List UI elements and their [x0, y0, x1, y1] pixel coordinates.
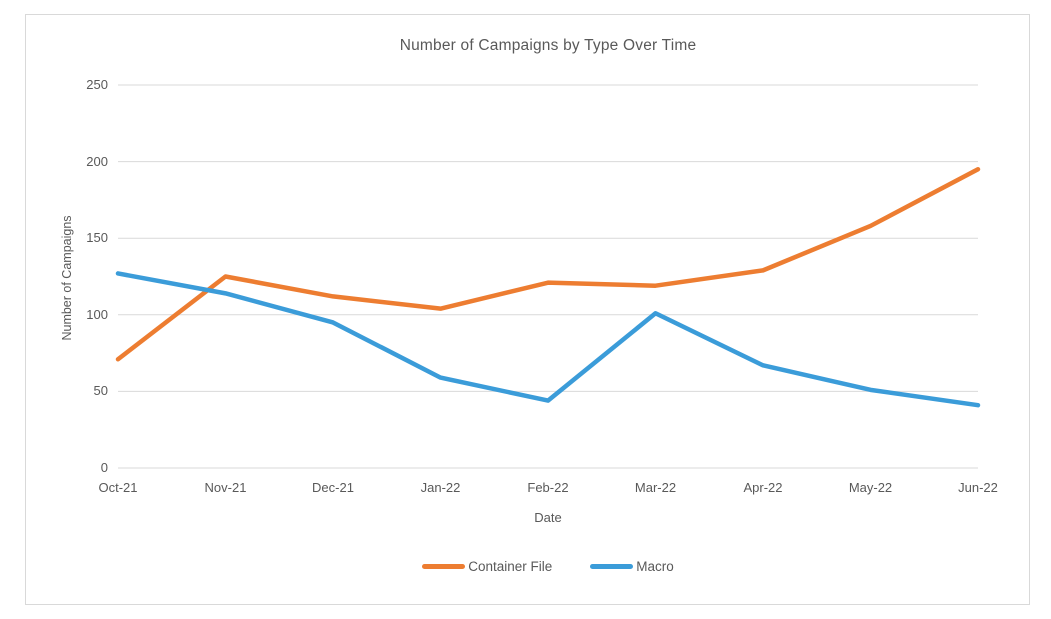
x-tick-label-jan-22: Jan-22: [420, 480, 461, 495]
x-tick-label-feb-22: Feb-22: [527, 480, 569, 495]
x-tick-label-dec-21: Dec-21: [312, 480, 354, 495]
legend-swatch-icon: [422, 564, 466, 569]
x-tick-label-mar-22: Mar-22: [634, 480, 677, 495]
x-tick-label-apr-22: Apr-22: [743, 480, 783, 495]
y-tick-label-100: 100: [86, 306, 108, 322]
x-tick-label-may-22: May-22: [848, 480, 893, 495]
legend: Container File Macro: [118, 559, 978, 574]
legend-label: Container File: [468, 559, 553, 574]
series-line-macro: [115, 271, 981, 408]
legend-item-container-file: Container File: [422, 559, 552, 574]
series-line-container-file: [115, 167, 981, 362]
legend-swatch-icon: [590, 564, 634, 569]
chart-frame: Number of Campaigns by Type Over Time Nu…: [25, 14, 1030, 605]
x-axis-title: Date: [534, 510, 562, 525]
y-tick-label-250: 250: [86, 77, 108, 92]
y-tick-label-200: 200: [86, 153, 108, 169]
y-tick-label-0: 0: [100, 460, 108, 475]
chart-title: Number of Campaigns by Type Over Time: [399, 37, 697, 54]
legend-item-macro: Macro: [590, 559, 674, 574]
x-tick-label-oct-21: Oct-21: [98, 480, 138, 495]
x-tick-label-jun-22: Jun-22: [958, 480, 998, 495]
y-tick-label-50: 50: [93, 383, 108, 399]
legend-label: Macro: [636, 559, 674, 574]
y-tick-label-150: 150: [86, 230, 108, 246]
plot-area: [115, 84, 981, 469]
x-tick-label-nov-21: Nov-21: [204, 480, 247, 495]
